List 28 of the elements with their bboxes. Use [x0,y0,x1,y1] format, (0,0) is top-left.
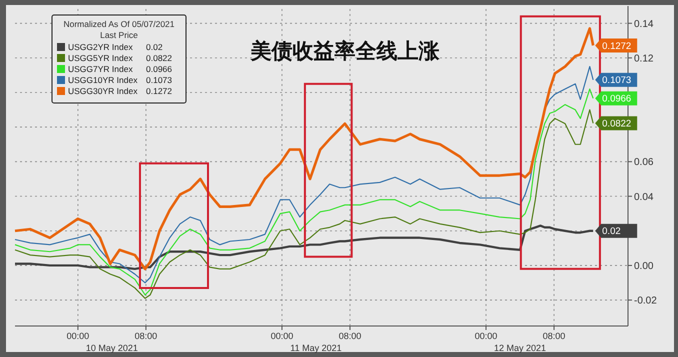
line-series [14,224,594,270]
data-label: 0.1272 [602,40,632,52]
text: 美债收益率全线上涨 [250,38,440,63]
y-tick-label: 0.00 [634,260,654,272]
data-label: 0.1073 [602,75,632,86]
data-label: 0.0966 [602,94,632,105]
x-tick-label: 08:00 [134,331,158,341]
text: USGG7YR Index 0.0966 [68,64,172,74]
x-tick-label: 00:00 [66,331,90,341]
text: USGG2YR Index 0.02 [68,42,163,52]
text: 10 May 2021 [86,343,138,353]
data-label: 0.02 [602,226,621,238]
x-tick-label: 08:00 [542,331,566,341]
y-tick-label: 0.12 [634,53,654,64]
y-tick-label: 0.14 [634,18,654,30]
text: USGG5YR Index 0.0822 [68,53,172,63]
text: 12 May 2021 [494,343,546,353]
y-tick-label: -0.02 [634,296,658,307]
x-tick-label: 00:00 [270,331,294,341]
x-tick-label: 08:00 [338,331,362,341]
data-label: 0.0822 [602,118,632,130]
legend-label: USGG10YR Index 0.1073 [68,75,172,85]
legend-title: Normalized As Of 05/07/2021 Last Price [63,19,175,40]
legend-label: USGG30YR Index 0.1272 [68,86,172,96]
text: 11 May 2021 [290,343,342,353]
y-tick-label: 0.06 [634,157,654,168]
y-tick-label: 0.04 [634,192,654,203]
x-tick-label: 00:00 [474,331,498,341]
